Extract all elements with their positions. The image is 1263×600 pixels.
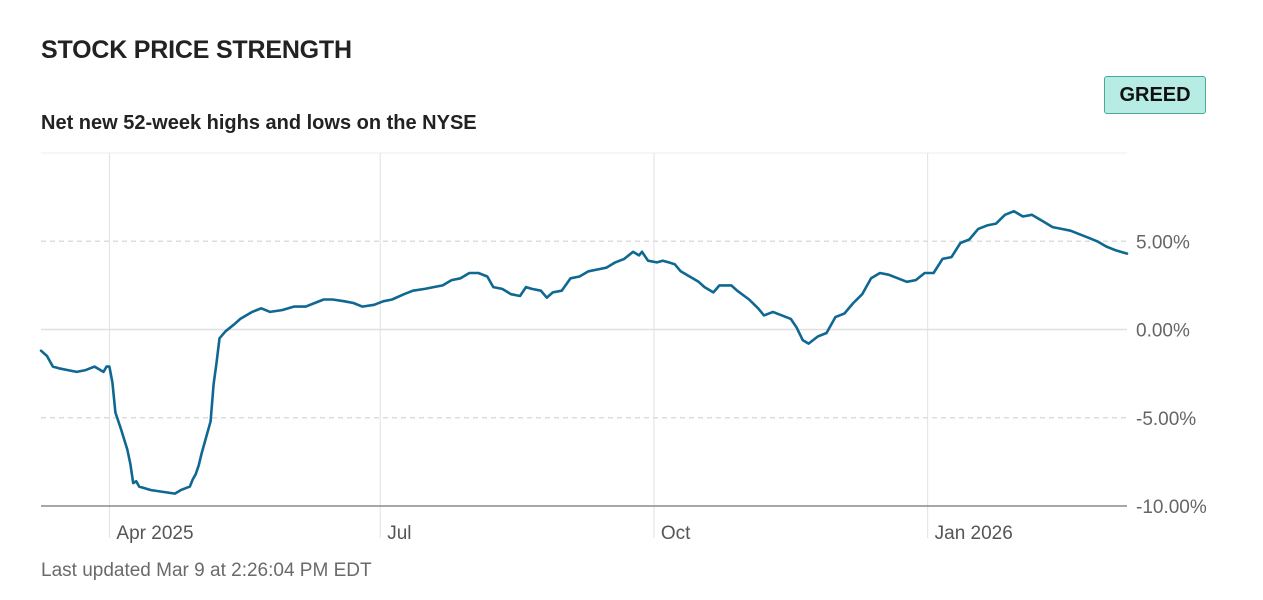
last-updated-text: Last updated Mar 9 at 2:26:04 PM EDT: [41, 560, 372, 581]
sentiment-badge: GREED: [1104, 76, 1206, 114]
series-line: [39, 209, 1129, 495]
x-tick-label: Apr 2025: [116, 523, 193, 544]
y-tick-label: 0.00%: [1136, 321, 1190, 342]
x-axis-labels: Apr 2025 Jul Oct Jan 2026: [116, 523, 1012, 544]
x-tick-label: Oct: [661, 523, 691, 544]
series-layer: [39, 209, 1129, 495]
chart-grid: [41, 152, 1127, 538]
chart-subtitle: Net new 52-week highs and lows on the NY…: [41, 112, 477, 134]
y-tick-label: 5.00%: [1136, 232, 1190, 253]
y-axis-labels: 5.00% 0.00% -5.00% -10.00%: [1136, 232, 1207, 518]
chart-title: STOCK PRICE STRENGTH: [41, 36, 352, 64]
y-tick-label: -10.00%: [1136, 497, 1207, 518]
x-tick-label: Jul: [387, 523, 411, 544]
y-tick-label: -5.00%: [1136, 409, 1196, 430]
x-tick-label: Jan 2026: [935, 523, 1013, 544]
